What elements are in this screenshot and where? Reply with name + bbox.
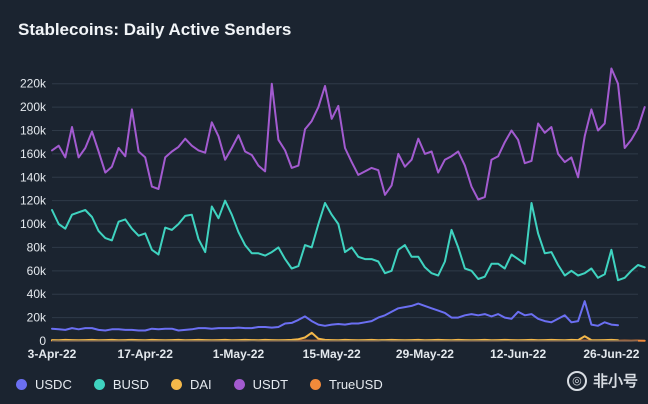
y-tick-label-4: 80k bbox=[27, 240, 47, 254]
feixiaohao-logo-icon: ◎ bbox=[566, 370, 587, 391]
y-tick-label-1: 20k bbox=[27, 311, 47, 325]
x-tick-label-6: 26-Jun-22 bbox=[583, 347, 639, 361]
legend-dot-trueusd bbox=[310, 379, 322, 390]
chart-title: Stablecoins: Daily Active Senders bbox=[18, 20, 292, 39]
y-tick-label-2: 40k bbox=[27, 287, 47, 301]
legend-dot-usdc bbox=[16, 379, 27, 390]
legend-label-usdc: USDC bbox=[35, 377, 72, 392]
legend-dot-dai bbox=[170, 379, 182, 390]
legend-item-busd[interactable]: BUSD bbox=[93, 377, 149, 392]
x-tick-label-3: 15-May-22 bbox=[303, 347, 361, 361]
legend-dot-busd bbox=[93, 379, 105, 390]
series-line-busd bbox=[51, 199, 646, 282]
x-tick-label-2: 1-May-22 bbox=[213, 347, 265, 361]
x-tick-label-1: 17-Apr-22 bbox=[118, 347, 174, 361]
x-tick-label-0: 3-Apr-22 bbox=[28, 347, 77, 361]
legend-label-trueusd: TrueUSD bbox=[329, 377, 383, 392]
legend-dot-usdt bbox=[233, 379, 245, 390]
y-tick-label-11: 220k bbox=[20, 77, 47, 91]
legend-item-trueusd[interactable]: TrueUSD bbox=[310, 377, 383, 392]
legend-label-dai: DAI bbox=[189, 377, 212, 392]
x-tick-label-4: 29-May-22 bbox=[396, 347, 454, 361]
legend-label-usdt: USDT bbox=[252, 377, 289, 392]
y-tick-label-8: 160k bbox=[20, 147, 47, 161]
y-tick-label-7: 140k bbox=[20, 170, 47, 184]
y-tick-label-5: 100k bbox=[20, 217, 47, 231]
y-tick-label-3: 60k bbox=[27, 264, 47, 278]
y-tick-label-6: 120k bbox=[20, 194, 47, 208]
y-tick-label-10: 200k bbox=[20, 100, 47, 114]
legend-item-usdt[interactable]: USDT bbox=[233, 377, 289, 392]
watermark-text: 非小号 bbox=[592, 373, 638, 390]
series-line-usdc bbox=[51, 300, 619, 332]
legend-item-dai[interactable]: DAI bbox=[170, 377, 212, 392]
legend-label-busd: BUSD bbox=[112, 377, 149, 392]
y-tick-label-9: 180k bbox=[20, 123, 47, 137]
x-tick-label-5: 12-Jun-22 bbox=[490, 347, 546, 361]
legend: USDC BUSD DAI USDT TrueUSD bbox=[16, 377, 405, 392]
y-tick-label-0: 0 bbox=[39, 334, 46, 348]
series-line-dai bbox=[51, 331, 619, 342]
watermark: ◎ 非小号 bbox=[566, 370, 638, 391]
series-line-usdt bbox=[51, 67, 646, 201]
legend-item-usdc[interactable]: USDC bbox=[16, 377, 72, 392]
